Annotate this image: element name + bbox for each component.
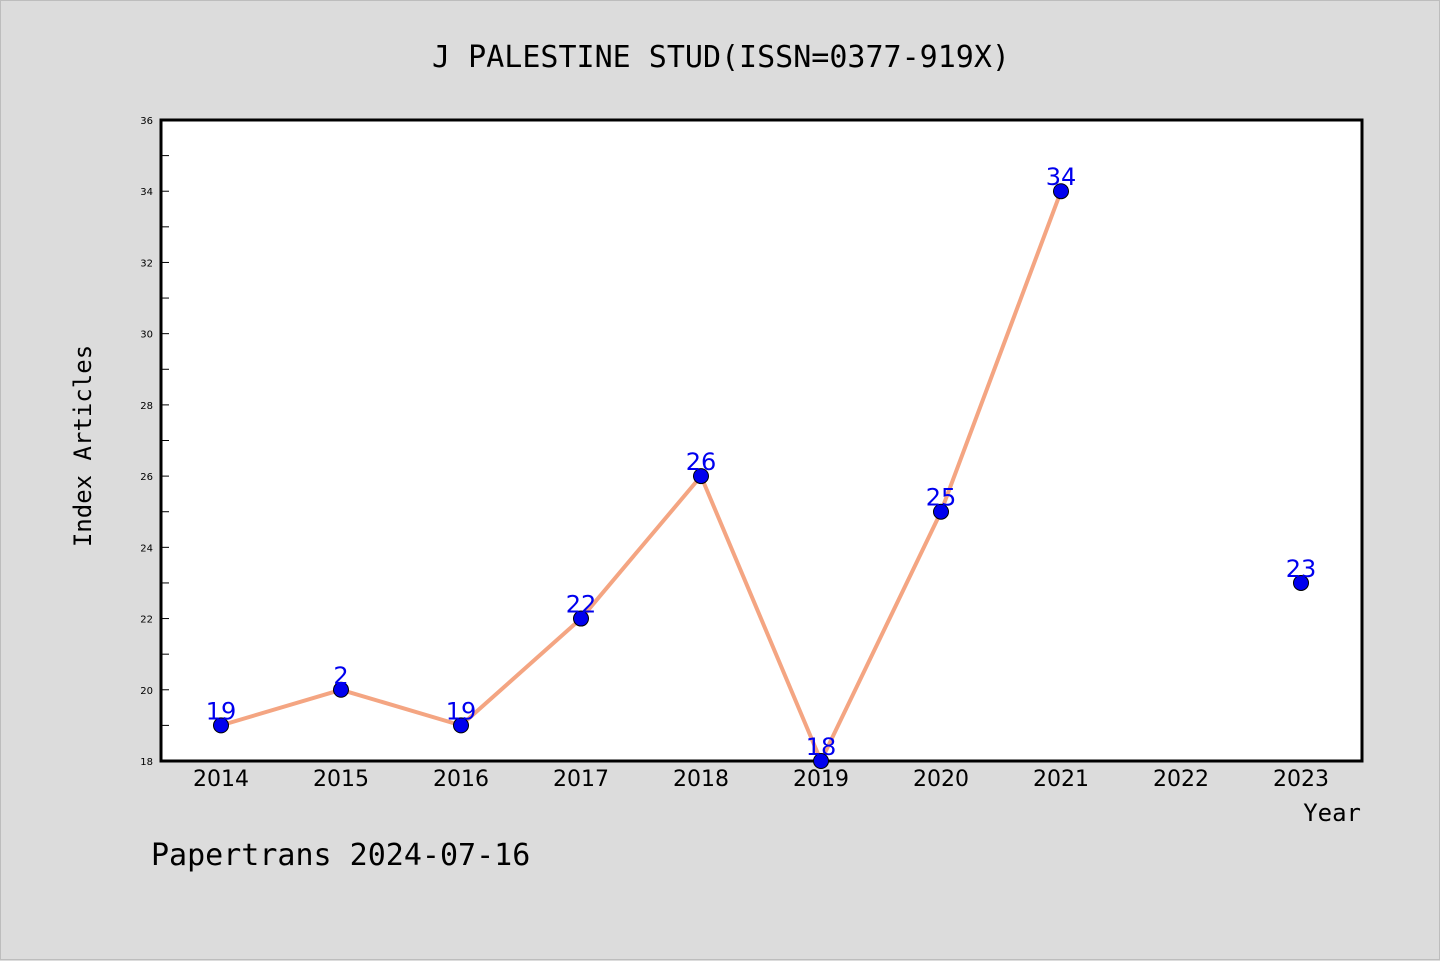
data-label: 25 xyxy=(926,484,957,512)
x-tick-label: 2022 xyxy=(1153,767,1209,792)
data-point xyxy=(573,610,589,627)
data-label: 34 xyxy=(1046,163,1077,191)
y-axis-label: Index Articles xyxy=(69,345,97,547)
data-label: 19 xyxy=(206,697,237,725)
data-labels: 19 2 19 22 26 18 25 34 23 xyxy=(206,163,1317,761)
x-tick-label: 2017 xyxy=(553,767,609,792)
data-point xyxy=(213,717,229,734)
series-line-group xyxy=(220,190,1063,763)
x-axis: 2014 2015 2016 2017 2018 2019 2020 2021 2022 2023 xyxy=(193,767,1329,792)
chart-title: J PALESTINE STUD(ISSN=0377-919X) xyxy=(432,40,1010,75)
y-tick-label: 32 xyxy=(140,258,153,269)
y-tick-label: 22 xyxy=(140,615,153,626)
data-label: 22 xyxy=(566,591,597,619)
y-tick-label: 34 xyxy=(140,187,153,198)
data-label: 26 xyxy=(686,448,717,476)
data-points xyxy=(213,183,1309,769)
y-tick-label: 26 xyxy=(140,472,153,483)
data-point xyxy=(333,681,349,698)
x-tick-label: 2016 xyxy=(433,767,489,792)
plot-area xyxy=(159,118,1364,763)
data-point xyxy=(933,503,949,520)
x-axis-label: Year xyxy=(1303,799,1361,827)
data-point xyxy=(813,753,829,769)
data-point xyxy=(1293,574,1309,591)
x-tick-label: 2015 xyxy=(313,767,369,792)
data-label: 18 xyxy=(806,733,837,761)
y-tick-label: 24 xyxy=(140,543,153,554)
footer-credit: Papertrans 2024-07-16 xyxy=(151,838,530,873)
y-axis: 18 20 22 24 26 28 30 32 34 36 xyxy=(140,116,169,768)
data-label: 19 xyxy=(446,697,477,725)
data-label: 23 xyxy=(1286,555,1317,583)
x-tick-label: 2019 xyxy=(793,767,849,792)
y-tick-label: 28 xyxy=(140,401,153,412)
series-line xyxy=(220,190,1063,763)
y-tick-label: 36 xyxy=(140,116,153,127)
x-tick-label: 2021 xyxy=(1033,767,1089,792)
data-point xyxy=(453,717,469,734)
x-tick-label: 2020 xyxy=(913,767,969,792)
data-point xyxy=(693,468,709,485)
y-tick-label: 20 xyxy=(140,686,153,697)
y-tick-label: 30 xyxy=(140,330,153,341)
data-point xyxy=(1053,183,1069,200)
y-tick-label: 18 xyxy=(140,757,153,768)
data-label: 2 xyxy=(333,662,348,690)
x-tick-label: 2014 xyxy=(193,767,249,792)
x-tick-label: 2018 xyxy=(673,767,729,792)
x-tick-label: 2023 xyxy=(1273,767,1329,792)
